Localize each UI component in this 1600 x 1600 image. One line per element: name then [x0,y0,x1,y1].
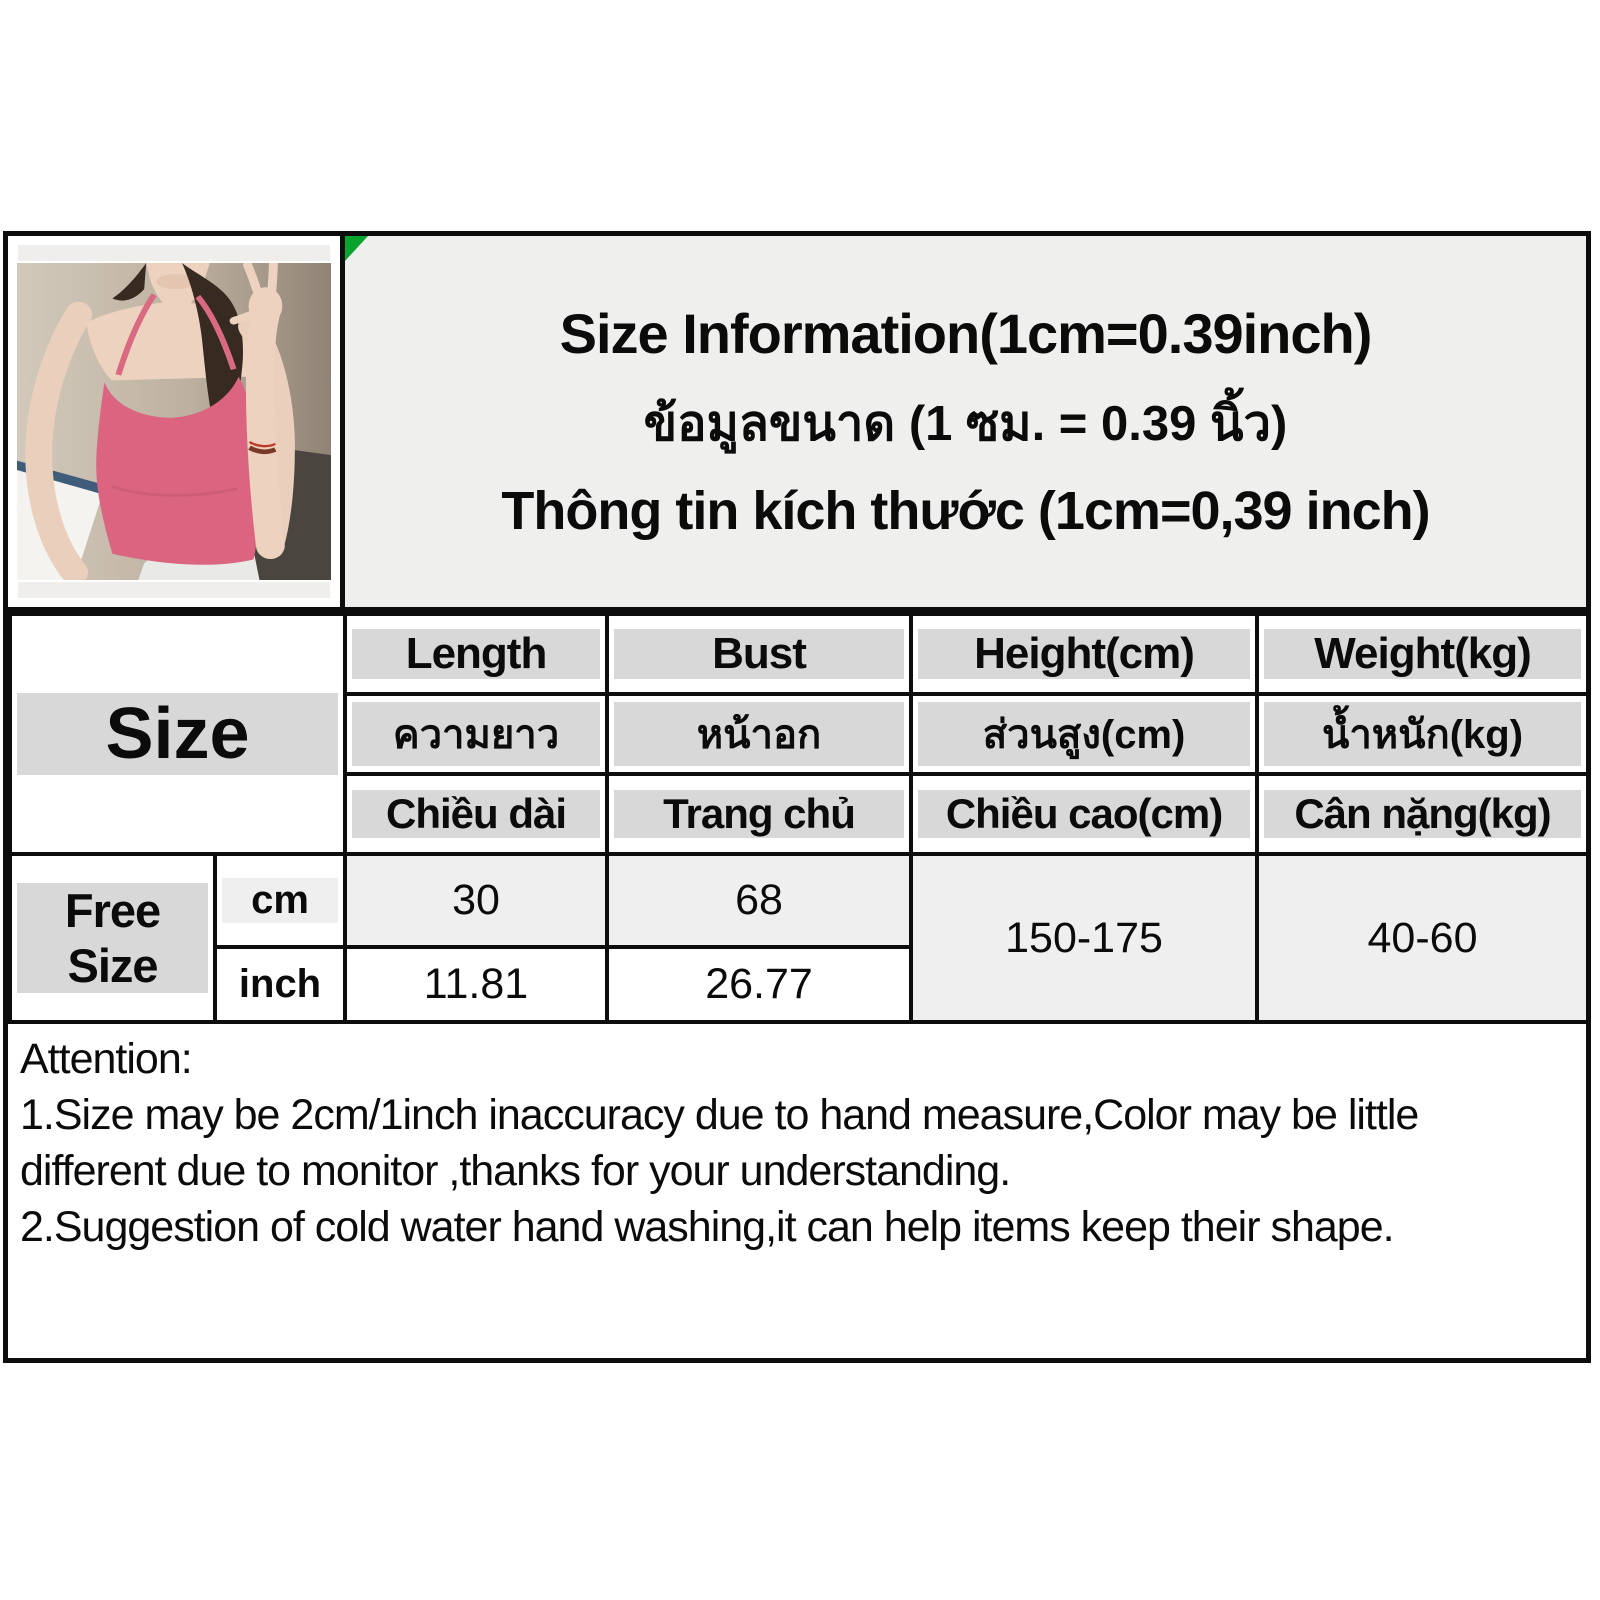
height-value: 150-175 [909,852,1260,1024]
thumb [229,309,258,325]
attention-heading: Attention: [20,1035,193,1083]
free-size-label: Free Size [17,883,208,993]
table-row-vi-headers: Chiều dài Trang chủ Chiều cao(cm) Cân nặ… [10,772,1591,856]
col-header-bust-th: หน้าอก [605,692,914,776]
left-arm [25,301,93,580]
col-header-weight-th: น้ำหนัก(kg) [1255,692,1591,776]
table-row-en-headers: Size Length Bust Height(cm) Weight(kg) [7,612,1591,856]
weight-value: 40-60 [1255,852,1591,1024]
attention-note-2: 2.Suggestion of cold water hand washing,… [20,1202,1395,1251]
table-row-inch-values: inch 11.81 26.77 [10,945,1588,1024]
col-header-weight-vi: Cân nặng(kg) [1255,772,1591,856]
attention-note-1: 1.Size may be 2cm/1inch inaccuracy due t… [20,1090,1419,1195]
length-inch-value: 11.81 [343,945,610,1024]
col-header-height-th: ส่วนสูง(cm) [909,692,1260,776]
col-header-height-en: Height(cm) [909,612,1260,696]
attention-section: Attention: 1.Size may be 2cm/1inch inacc… [8,1024,1586,1358]
hair-left [112,263,147,301]
finger-middle [266,263,278,301]
col-header-weight-en: Weight(kg) [1255,612,1591,696]
unit-cm-cell: cm [212,852,348,949]
bracelet-red-string [248,441,276,448]
size-info-title-vi: Thông tin kích thước (1cm=0,39 inch) [501,481,1430,541]
camisole-fold [111,485,238,497]
length-cm-value: 30 [343,852,610,949]
forearm [245,300,285,560]
photo-top-strip [18,245,330,261]
col-header-length-vi: Chiều dài [343,772,610,856]
col-header-length-en: Length [343,612,610,696]
cami-strap-left [115,293,157,376]
bust-cm-value: 68 [605,852,914,949]
product-photo-cell [8,236,345,607]
product-photo [17,263,331,580]
size-info-header: Size Information(1cm=0.39inch) ข้อมูลขนา… [345,236,1586,607]
camisole [96,376,260,565]
top-row: Size Information(1cm=0.39inch) ข้อมูลขนา… [8,236,1586,612]
green-corner-flag-icon [345,236,368,261]
table-row-th-headers: ความยาว หน้าอก ส่วนสูง(cm) น้ำหนัก(kg) [10,692,1591,776]
photo-bottom-strip [18,582,330,598]
size-table: Size Length Bust Height(cm) Weight(kg) ค… [7,612,1591,1024]
free-size-cell: Free Size [8,852,217,1024]
size-header-cell: Size [7,612,348,856]
finger-index [243,263,264,303]
cami-strap-right [195,294,237,371]
bracelet [248,445,277,455]
size-info-title-en: Size Information(1cm=0.39inch) [559,302,1373,365]
size-label: Size [17,693,339,775]
neck-shadow [156,274,196,290]
col-header-height-vi: Chiều cao(cm) [909,772,1260,856]
size-chart-frame: Size Information(1cm=0.39inch) ข้อมูลขนา… [3,231,1591,1363]
col-header-bust-en: Bust [605,612,914,696]
bust-inch-value: 26.77 [605,945,914,1024]
table-row-cm-values: Free Size cm 30 68 150-175 40-60 [8,852,1591,1024]
size-info-title-th: ข้อมูลขนาด (1 ซม. = 0.39 นิ้ว) [643,397,1288,451]
model-illustration [17,263,331,580]
col-header-bust-vi: Trang chủ [605,772,914,856]
unit-inch-cell: inch [212,945,348,1024]
col-header-length-th: ความยาว [343,692,610,776]
